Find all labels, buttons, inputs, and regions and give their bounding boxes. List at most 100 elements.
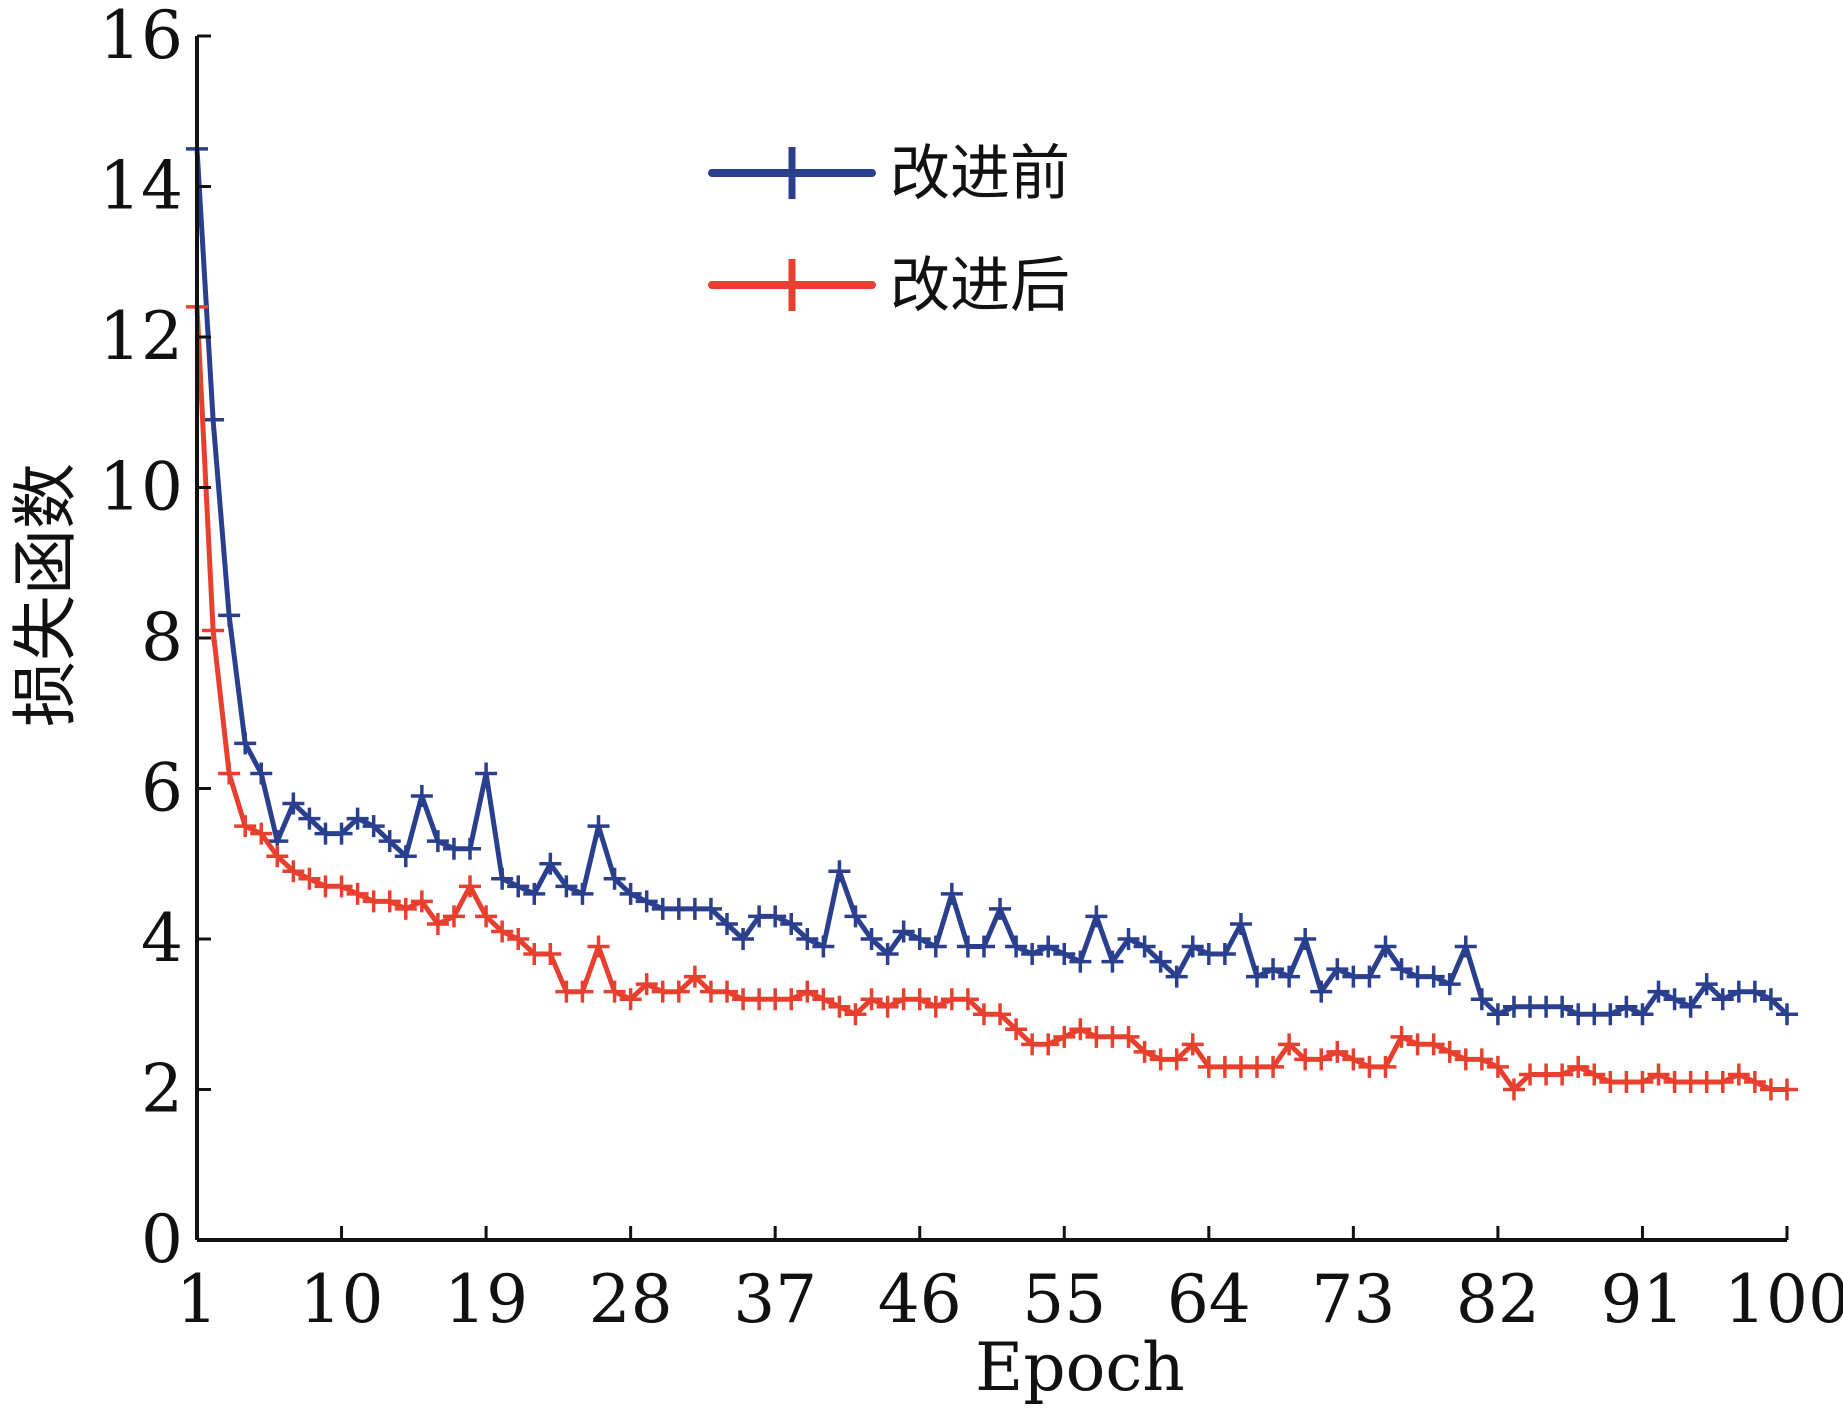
data-point [218,604,241,627]
data-point [202,408,225,431]
data-point [603,980,626,1003]
y-tick-label: 6 [141,750,183,827]
data-point [844,905,867,928]
data-point [1454,935,1477,958]
data-point [1005,1018,1028,1041]
data-point [1647,1063,1670,1086]
legend-label: 改进前 [890,139,1070,209]
data-point [587,935,610,958]
data-point [1165,965,1188,988]
data-point [298,867,321,890]
data-point [266,845,289,868]
data-point [1149,950,1172,973]
data-point [1246,965,1268,988]
data-point [1101,950,1124,973]
data-point [426,830,449,853]
x-tick-label: 46 [878,1261,962,1338]
x-tick-label: 100 [1724,1261,1843,1338]
legend-item: 改进后 [708,251,1070,321]
data-point [860,988,883,1011]
data-point [635,973,658,996]
data-point [667,980,690,1003]
data-point [940,882,963,905]
data-point [924,935,947,958]
data-point [1117,928,1140,950]
data-point [330,875,353,898]
data-point [1005,935,1028,958]
data-point [1759,988,1782,1011]
data-point [234,815,257,838]
data-point [732,928,755,950]
data-point [716,912,738,935]
data-point [1502,1078,1525,1101]
data-point [1374,935,1397,958]
data-point [1181,1033,1204,1056]
y-tick-label: 12 [99,298,183,375]
data-point [860,928,883,950]
data-point [218,762,241,785]
data-point [1021,943,1044,966]
data-point [1342,1048,1365,1071]
y-tick-label: 4 [141,900,183,977]
data-point [683,965,706,988]
legend-label: 改进后 [890,251,1070,321]
data-point [1743,1070,1766,1093]
data-point [989,897,1012,920]
data-point [1390,1025,1413,1048]
data-point [1278,965,1301,988]
data-point [1470,1048,1493,1071]
data-point [812,988,835,1011]
data-point [459,875,482,898]
data-point [1310,1048,1333,1071]
data-point [1727,1063,1750,1086]
data-point [1133,1040,1156,1063]
data-point [1181,935,1204,958]
data-point [1422,1033,1445,1056]
data-point [1053,943,1076,966]
data-point [908,928,931,950]
y-tick-label: 0 [141,1201,183,1278]
series-line [194,306,1787,1092]
data-point [1567,1055,1590,1078]
x-tick-label: 37 [733,1261,817,1338]
data-point [1486,1055,1509,1078]
data-point [378,890,401,913]
data-point [1085,905,1108,928]
plot-area [186,137,1798,1101]
data-point [1663,988,1686,1011]
data-point [1165,1048,1188,1071]
data-point [1776,1078,1798,1101]
x-axis-label: Epoch [975,1329,1185,1406]
data-point [876,943,899,966]
y-tick-label: 16 [99,0,183,74]
x-tick-label: 19 [444,1261,528,1338]
data-point [716,980,738,1003]
data-point [346,807,369,830]
data-point [812,935,835,958]
data-point [378,830,401,853]
data-point [780,912,803,935]
data-point [828,860,851,883]
x-tick-label: 82 [1456,1261,1540,1338]
data-point [1438,1040,1461,1063]
y-tick-label: 14 [99,148,183,225]
data-point [1647,980,1670,1003]
x-tick-label: 28 [589,1261,673,1338]
data-point [908,988,931,1011]
data-point [1262,958,1285,981]
data-point [282,860,305,883]
x-tick-label: 1 [176,1261,218,1338]
data-point [1069,950,1092,973]
series-1 [186,137,1798,1026]
legend-item: 改进前 [708,139,1070,209]
data-point [1743,980,1766,1003]
y-axis-label: 损失函数 [7,463,84,727]
data-point [555,875,578,898]
data-point [844,1003,867,1026]
data-point [1486,1003,1509,1026]
data-point [298,807,321,830]
data-point [539,943,562,966]
data-point [1037,1033,1060,1056]
data-point [1390,958,1413,981]
data-point [587,815,610,838]
